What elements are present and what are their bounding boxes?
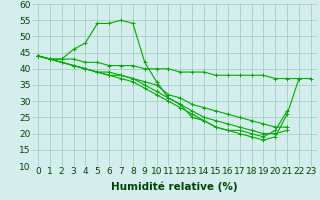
X-axis label: Humidité relative (%): Humidité relative (%)	[111, 182, 238, 192]
